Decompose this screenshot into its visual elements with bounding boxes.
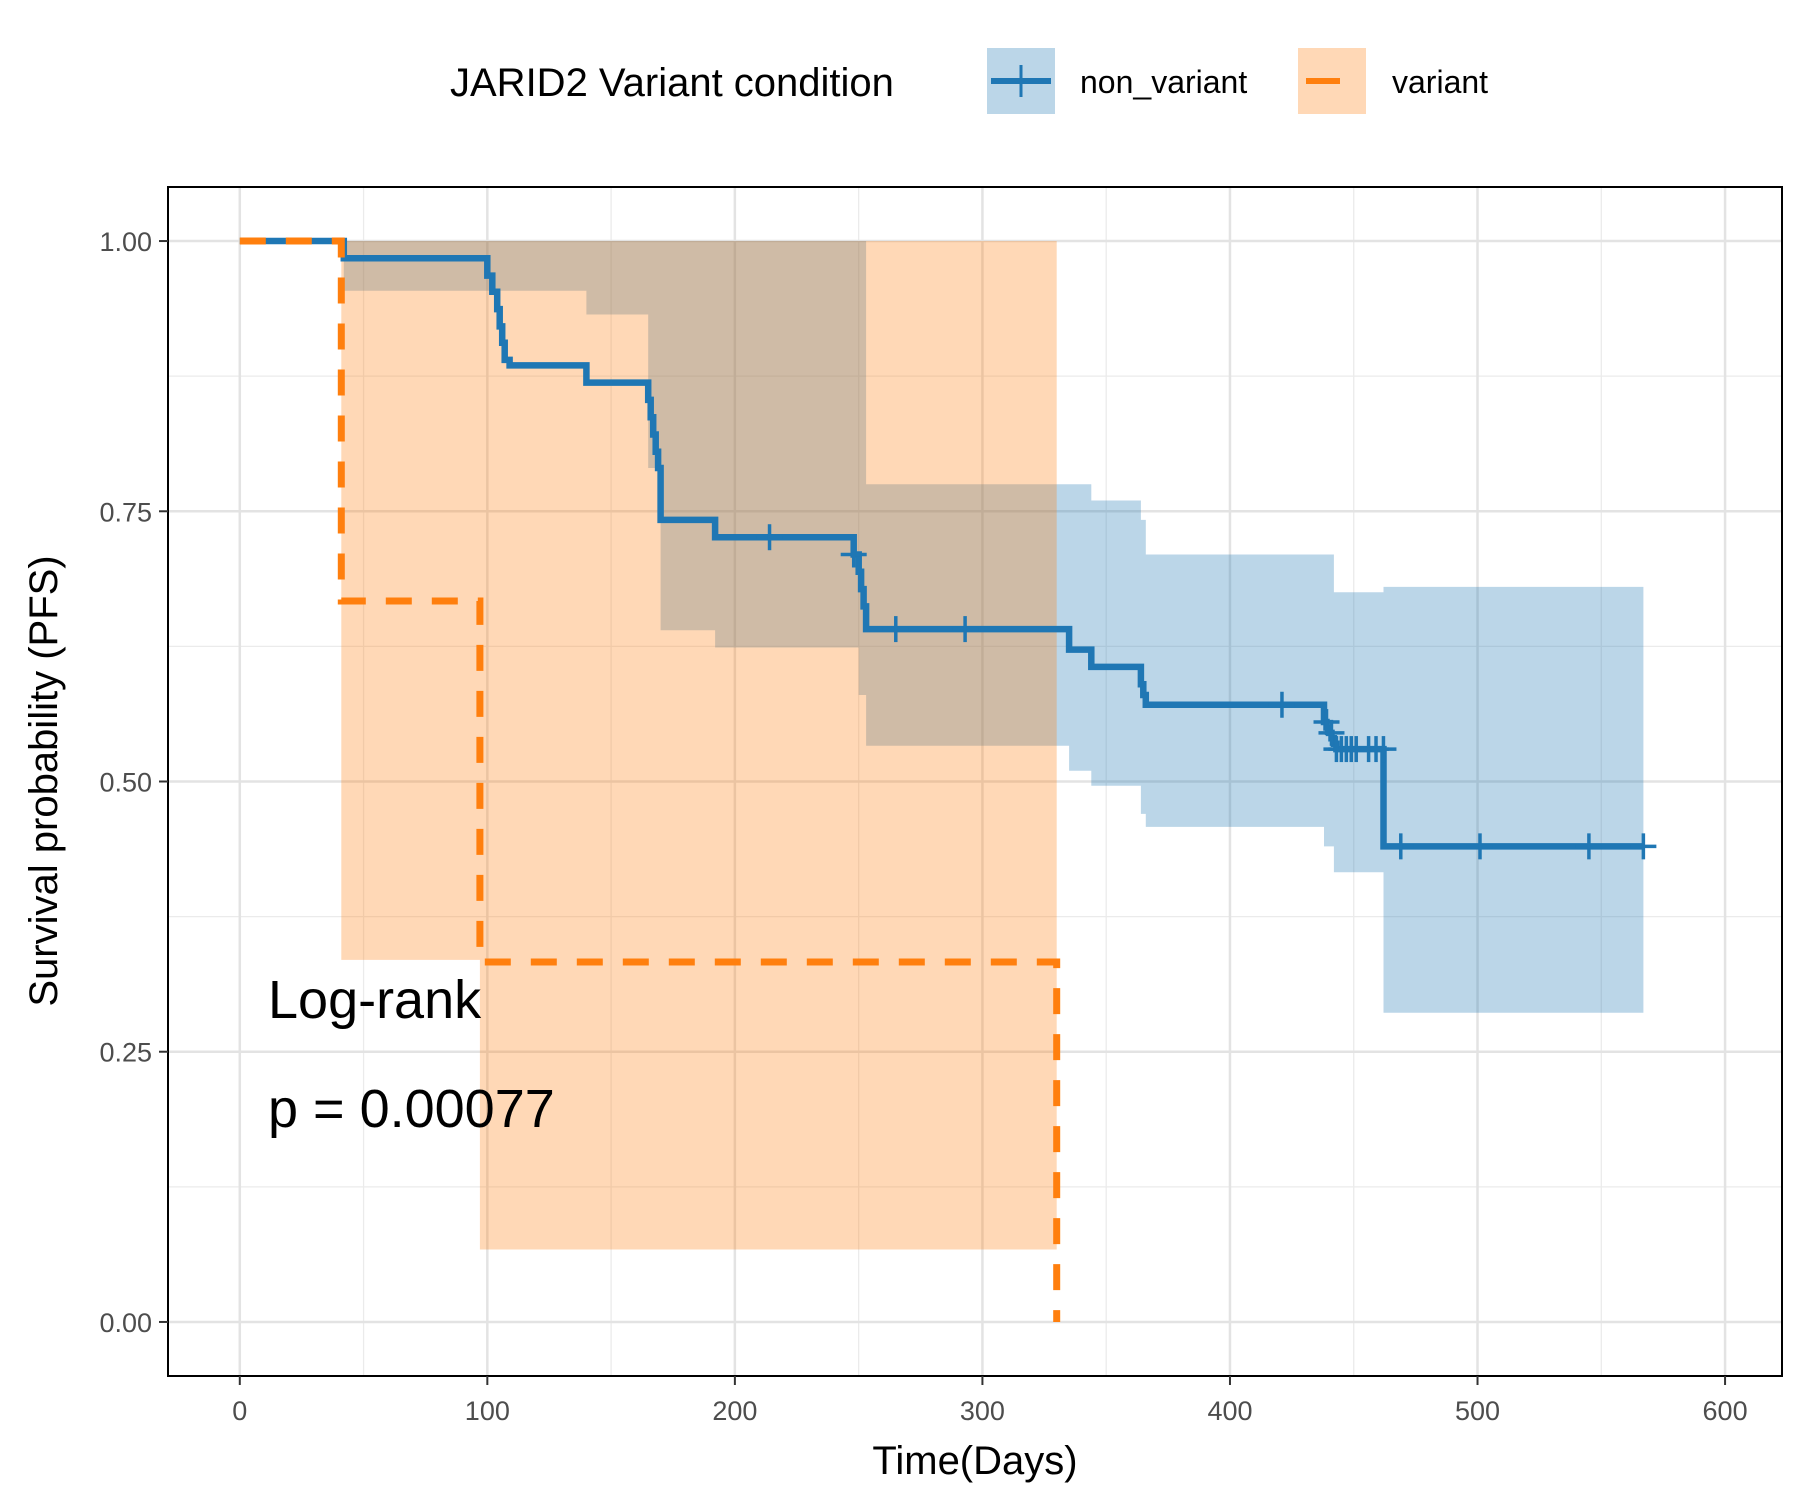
x-tick-label: 0	[232, 1396, 247, 1426]
x-tick-label: 600	[1703, 1396, 1748, 1426]
axes: 0 100 200 300 400 500 600 0.00 0.25 0.50 0.75 1.00	[99, 227, 1747, 1426]
y-tick-label: 0.25	[99, 1038, 152, 1068]
y-tick-label: 1.00	[99, 227, 152, 257]
plot-panel: Log-rank p = 0.00077	[167, 186, 1783, 1377]
x-tick-label: 500	[1455, 1396, 1500, 1426]
ci-band-variant	[341, 241, 1057, 1250]
legend: JARID2 Variant condition non_variant var…	[450, 48, 1488, 114]
gridlines	[168, 187, 1782, 1376]
y-tick-label: 0.00	[99, 1308, 152, 1338]
x-tick-label: 100	[465, 1396, 510, 1426]
legend-title: JARID2 Variant condition	[450, 61, 894, 105]
censor-marks	[756, 524, 1657, 860]
annotation-p-value: p = 0.00077	[268, 1079, 555, 1139]
y-tick-label: 0.50	[99, 768, 152, 798]
x-tick-label: 400	[1207, 1396, 1252, 1426]
curve-variant	[239, 237, 1061, 1322]
annotation-log-rank: Log-rank	[268, 970, 482, 1030]
y-tick-label: 0.75	[99, 497, 152, 527]
y-axis-title: Survival probability (PFS)	[22, 555, 66, 1006]
legend-label-non-variant: non_variant	[1080, 64, 1247, 100]
x-tick-label: 200	[712, 1396, 757, 1426]
x-tick-label: 300	[960, 1396, 1005, 1426]
x-axis-title: Time(Days)	[872, 1439, 1077, 1483]
legend-label-variant: variant	[1392, 64, 1488, 100]
